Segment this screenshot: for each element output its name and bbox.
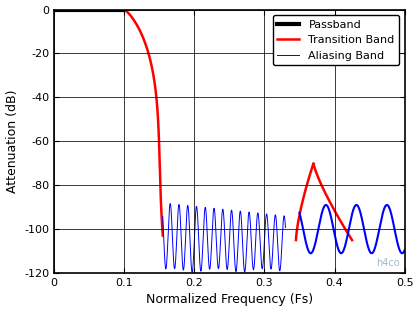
Line: Aliasing Band: Aliasing Band: [163, 203, 285, 272]
Transition Band: [122, 8, 127, 12]
Aliasing Band: [160, 215, 165, 218]
Aliasing Band: [261, 253, 266, 257]
Aliasing Band: [252, 262, 257, 266]
Passband: [85, 8, 90, 12]
Passband: [120, 8, 125, 12]
Aliasing Band: [183, 247, 188, 251]
Aliasing Band: [190, 271, 195, 274]
Passband: [85, 8, 91, 12]
Legend: Passband, Transition Band, Aliasing Band: Passband, Transition Band, Aliasing Band: [273, 15, 399, 65]
Aliasing Band: [168, 202, 173, 205]
Aliasing Band: [240, 242, 245, 246]
Y-axis label: Attenuation (dB): Attenuation (dB): [5, 90, 18, 193]
Aliasing Band: [207, 267, 212, 271]
Passband: [52, 8, 57, 12]
X-axis label: Normalized Frequency (Fs): Normalized Frequency (Fs): [146, 294, 313, 306]
Aliasing Band: [283, 226, 288, 229]
Text: h4co: h4co: [376, 258, 399, 268]
Transition Band: [158, 181, 163, 185]
Aliasing Band: [234, 268, 239, 272]
Transition Band: [134, 22, 139, 26]
Transition Band: [157, 153, 162, 157]
Passband: [90, 8, 95, 12]
Passband: [109, 8, 114, 12]
Transition Band: [158, 177, 163, 180]
Passband: [93, 8, 98, 12]
Transition Band: [154, 93, 159, 97]
Line: Transition Band: Transition Band: [124, 10, 163, 236]
Passband: [122, 8, 127, 12]
Transition Band: [153, 85, 158, 88]
Transition Band: [160, 234, 165, 237]
